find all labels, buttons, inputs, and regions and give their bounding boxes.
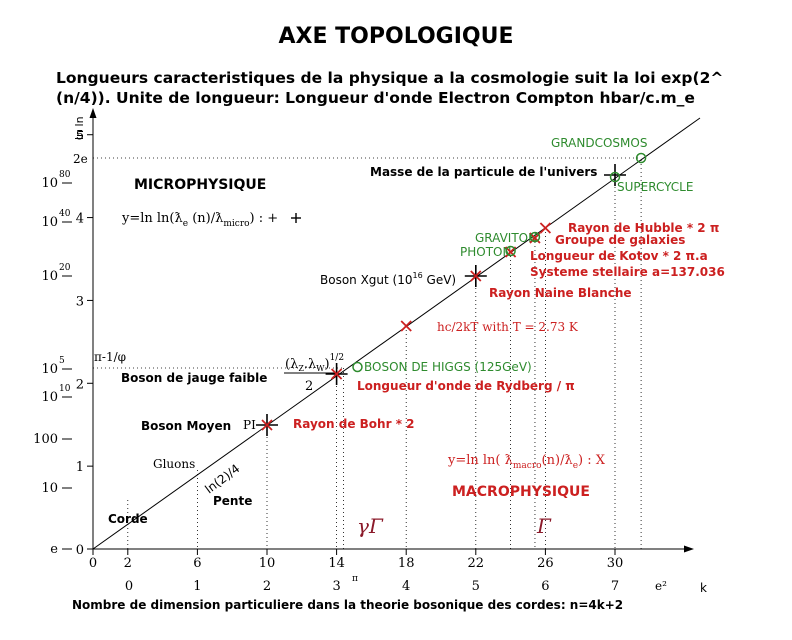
x-axis-label: k bbox=[700, 581, 707, 595]
y-axis-arrow bbox=[89, 108, 97, 118]
x-marker bbox=[470, 270, 482, 282]
label-pente: Pente bbox=[213, 494, 252, 508]
circle-marker bbox=[609, 171, 621, 183]
subtitle-line-2: (n/4)). Unite de longueur: Longueur d'on… bbox=[56, 89, 695, 107]
n-tick-label: 22 bbox=[468, 556, 485, 571]
length-tick-label: 10 bbox=[41, 215, 58, 230]
n-tick-label: 6 bbox=[193, 556, 201, 571]
x-marker bbox=[330, 368, 343, 380]
footer-note: Nombre de dimension particuliere dans la… bbox=[72, 598, 624, 612]
n-tick-label: 0 bbox=[89, 556, 97, 571]
length-tick-label: e bbox=[50, 542, 58, 557]
lnln-tick-piphi: π-1/φ bbox=[94, 350, 126, 364]
length-tick-label: 100 bbox=[33, 432, 58, 447]
n-tick-label: 30 bbox=[607, 556, 624, 571]
n-tick-label: 18 bbox=[398, 556, 415, 571]
lnln-tick-label: 1 bbox=[76, 460, 84, 475]
n-tick-label: 26 bbox=[537, 556, 554, 571]
circle-marker bbox=[529, 231, 541, 243]
label-jauge: Boson de jauge faible bbox=[121, 371, 267, 385]
label-naine: Rayon Naine Blanche bbox=[489, 286, 632, 300]
label-higgs: BOSON DE HIGGS (125GeV) bbox=[364, 360, 532, 374]
length-tick-exponent: 5 bbox=[59, 356, 65, 366]
n-tick-label: 2 bbox=[124, 556, 132, 571]
label-supercycle: SUPERCYCLE bbox=[617, 180, 693, 194]
k-tick-e2: e² bbox=[655, 579, 667, 593]
tick-marks: 0 2 6 10 14 18 22 26 300 1 2 3 4 5 6 7π e²0123452eπ-1/φe… bbox=[33, 129, 667, 594]
label-gluons: Gluons bbox=[153, 457, 195, 471]
n-tick-label: 14 bbox=[328, 556, 345, 571]
length-tick-label: 10 bbox=[41, 176, 58, 191]
label-graviton: GRAVITON bbox=[475, 231, 537, 245]
circle-marker bbox=[352, 361, 363, 373]
circle-marker bbox=[505, 245, 516, 257]
label-corde: Corde bbox=[108, 512, 148, 526]
label-pi: PI bbox=[243, 418, 256, 432]
formula-macro: y=ln ln( ƛmacro(n)/ƛe) : X bbox=[447, 453, 606, 471]
grid-lines bbox=[93, 157, 642, 549]
k-tick-label: 1 bbox=[193, 579, 201, 594]
label-rydberg: Longueur d'onde de Rydberg / π bbox=[357, 379, 575, 393]
svg-text:(λZ.λW)1/2: (λZ.λW)1/2 bbox=[285, 353, 344, 373]
length-tick-label: 10 bbox=[41, 269, 58, 284]
label-zw-fraction: (λZ.λW)1/2 2 bbox=[284, 353, 344, 394]
x-marker bbox=[539, 222, 552, 234]
lnln-tick-label: 0 bbox=[76, 543, 84, 558]
label-masse: Masse de la particule de l'univers bbox=[370, 165, 597, 179]
k-tick-label: 3 bbox=[332, 579, 340, 594]
x-axis-arrow bbox=[684, 545, 694, 553]
label-gamma: γΓ bbox=[357, 514, 384, 538]
region-macro: MACROPHYSIQUE bbox=[452, 484, 590, 500]
chart-title: AXE TOPOLOGIQUE bbox=[278, 24, 514, 49]
formula-micro: y=ln ln(ƛe (n)/ƛmicro) : + bbox=[121, 211, 278, 229]
n-tick-label: 10 bbox=[259, 556, 276, 571]
data-marks bbox=[256, 152, 647, 436]
length-tick-label: 10 bbox=[41, 390, 58, 405]
label-stellaire: Systeme stellaire a=137.036 bbox=[530, 265, 725, 279]
trend-line bbox=[92, 117, 701, 550]
circle-marker bbox=[635, 152, 647, 164]
length-tick-exponent: 20 bbox=[59, 263, 71, 273]
k-tick-pi: π bbox=[352, 574, 358, 584]
length-tick-label: 10 bbox=[41, 362, 58, 377]
region-micro: MICROPHYSIQUE bbox=[134, 177, 266, 193]
label-kotov: Longueur de Kotov * 2 π.a bbox=[530, 249, 708, 263]
lnln-tick-2e: 2e bbox=[73, 152, 88, 166]
label-bohr: Rayon de Bohr * 2 bbox=[293, 417, 415, 431]
label-grandcosmos: GRANDCOSMOS bbox=[551, 136, 647, 150]
lnln-tick-label: 3 bbox=[76, 294, 84, 309]
k-tick-label: 6 bbox=[541, 579, 549, 594]
subtitle-line-1: Longueurs caracteristiques de la physiqu… bbox=[56, 69, 724, 87]
y-axis-label: ln ln bbox=[73, 116, 86, 140]
x-marker bbox=[400, 320, 412, 332]
chart-subtitle: Longueurs caracteristiques de la physiqu… bbox=[56, 68, 756, 108]
label-hubble: Rayon de Hubble * 2 π bbox=[568, 221, 719, 235]
label-photon: PHOTON bbox=[460, 245, 511, 259]
k-tick-label: 7 bbox=[611, 579, 619, 594]
label-boson-moyen: Boson Moyen bbox=[141, 419, 231, 433]
length-tick-exponent: 10 bbox=[59, 384, 71, 394]
k-tick-label: 4 bbox=[402, 579, 410, 594]
label-xgut: Boson Xgut (1016 GeV) bbox=[320, 271, 456, 287]
k-tick-label: 0 bbox=[125, 579, 133, 594]
length-tick-exponent: 40 bbox=[59, 209, 71, 219]
lnln-tick-label: 5 bbox=[76, 129, 84, 144]
label-hc2kt: hc/2kT with T = 2.73 K bbox=[437, 320, 579, 334]
label-galaxies: Groupe de galaxies bbox=[555, 233, 685, 247]
lnln-tick-label: 4 bbox=[76, 212, 84, 227]
k-tick-label: 5 bbox=[472, 579, 480, 594]
x-marker bbox=[261, 419, 273, 431]
length-tick-exponent: 80 bbox=[59, 170, 71, 180]
lnln-tick-label: 2 bbox=[76, 377, 84, 392]
length-tick-label: 10 bbox=[41, 481, 58, 496]
k-tick-label: 2 bbox=[263, 579, 271, 594]
label-gamma2: Γ bbox=[536, 514, 552, 538]
svg-text:2: 2 bbox=[305, 379, 313, 394]
